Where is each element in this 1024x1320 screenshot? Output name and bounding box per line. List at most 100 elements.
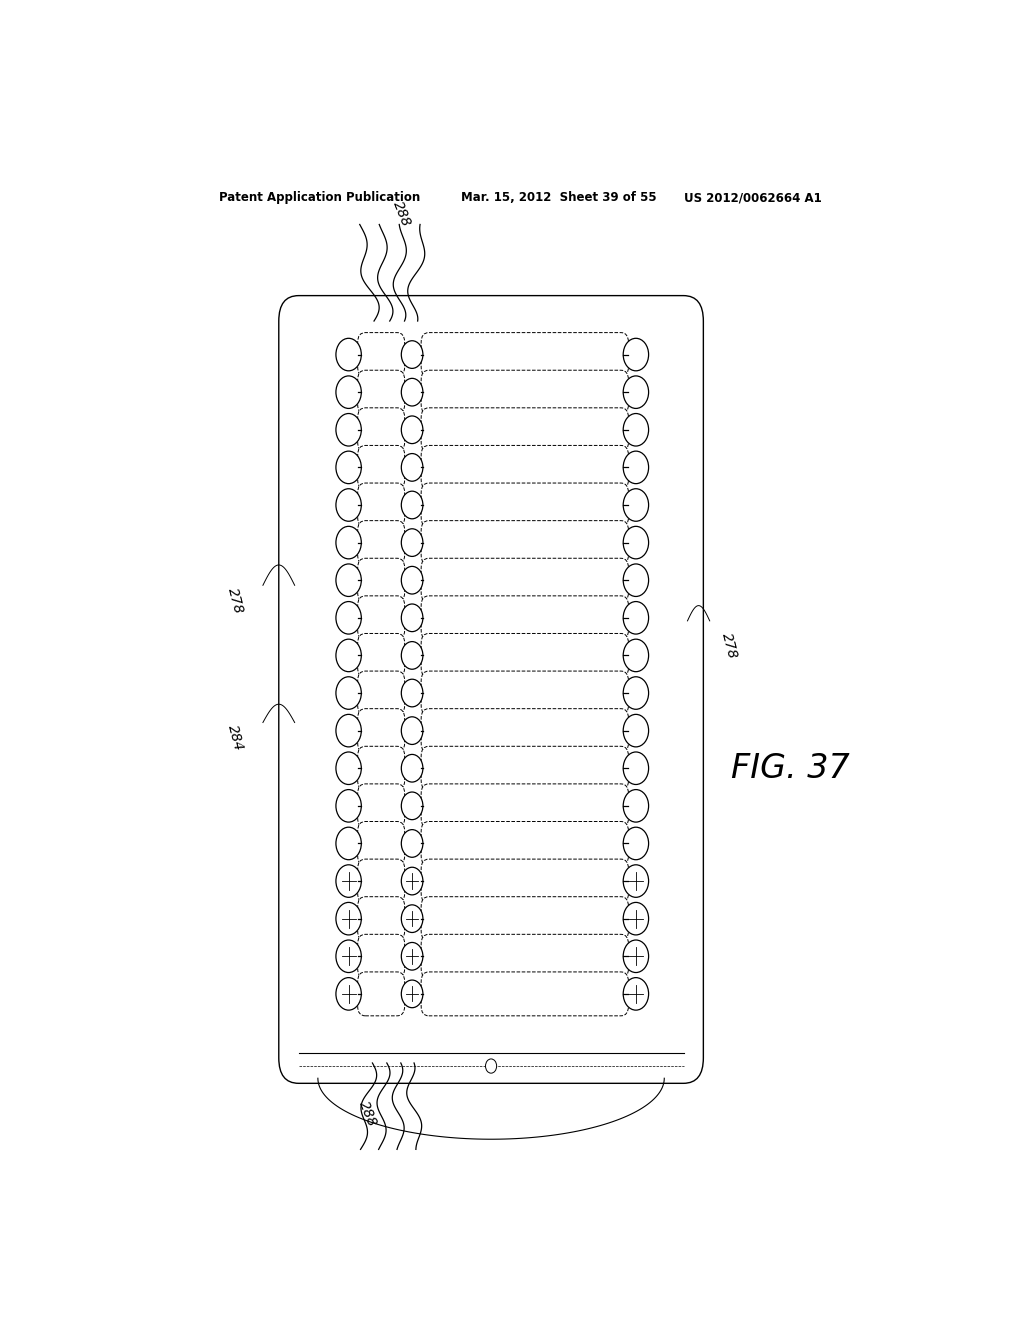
Circle shape [624, 828, 648, 859]
Circle shape [624, 413, 648, 446]
FancyBboxPatch shape [421, 408, 629, 451]
FancyBboxPatch shape [421, 445, 629, 490]
Circle shape [401, 379, 423, 407]
Text: 278: 278 [719, 631, 739, 661]
Circle shape [624, 376, 648, 408]
Circle shape [401, 605, 423, 632]
Text: 288: 288 [356, 1098, 379, 1129]
Circle shape [336, 488, 361, 521]
FancyBboxPatch shape [357, 408, 404, 451]
Circle shape [624, 639, 648, 672]
FancyBboxPatch shape [357, 784, 404, 828]
Circle shape [624, 564, 648, 597]
FancyBboxPatch shape [357, 445, 404, 490]
Circle shape [336, 865, 361, 898]
Circle shape [336, 527, 361, 558]
Circle shape [401, 942, 423, 970]
Circle shape [336, 338, 361, 371]
Circle shape [401, 642, 423, 669]
Circle shape [401, 680, 423, 706]
FancyBboxPatch shape [357, 746, 404, 791]
Circle shape [624, 527, 648, 558]
FancyBboxPatch shape [421, 972, 629, 1016]
Text: Patent Application Publication: Patent Application Publication [219, 191, 421, 205]
Circle shape [401, 529, 423, 557]
Circle shape [401, 454, 423, 482]
FancyBboxPatch shape [421, 558, 629, 602]
Circle shape [336, 978, 361, 1010]
FancyBboxPatch shape [421, 671, 629, 715]
Circle shape [624, 602, 648, 634]
Text: 278: 278 [225, 586, 246, 615]
FancyBboxPatch shape [357, 595, 404, 640]
FancyBboxPatch shape [357, 333, 404, 376]
FancyBboxPatch shape [357, 859, 404, 903]
Circle shape [401, 717, 423, 744]
Circle shape [485, 1059, 497, 1073]
Circle shape [336, 940, 361, 973]
Circle shape [336, 903, 361, 935]
FancyBboxPatch shape [357, 896, 404, 941]
FancyBboxPatch shape [421, 333, 629, 376]
Circle shape [401, 792, 423, 820]
Circle shape [624, 978, 648, 1010]
Circle shape [336, 413, 361, 446]
Text: US 2012/0062664 A1: US 2012/0062664 A1 [684, 191, 821, 205]
Circle shape [336, 677, 361, 709]
FancyBboxPatch shape [421, 709, 629, 752]
Circle shape [401, 830, 423, 857]
FancyBboxPatch shape [279, 296, 703, 1084]
FancyBboxPatch shape [421, 859, 629, 903]
FancyBboxPatch shape [421, 935, 629, 978]
Circle shape [336, 714, 361, 747]
FancyBboxPatch shape [421, 520, 629, 565]
Circle shape [336, 602, 361, 634]
Circle shape [401, 979, 423, 1007]
Circle shape [401, 566, 423, 594]
Circle shape [336, 564, 361, 597]
FancyBboxPatch shape [357, 709, 404, 752]
FancyBboxPatch shape [421, 746, 629, 791]
Circle shape [624, 714, 648, 747]
Circle shape [401, 904, 423, 932]
Circle shape [624, 752, 648, 784]
FancyBboxPatch shape [357, 483, 404, 527]
Circle shape [624, 940, 648, 973]
Circle shape [336, 828, 361, 859]
FancyBboxPatch shape [357, 634, 404, 677]
Circle shape [336, 451, 361, 483]
Circle shape [401, 755, 423, 781]
FancyBboxPatch shape [421, 821, 629, 866]
Circle shape [336, 639, 361, 672]
Circle shape [624, 677, 648, 709]
Circle shape [336, 752, 361, 784]
Circle shape [336, 789, 361, 822]
Text: FIG. 37: FIG. 37 [731, 752, 850, 784]
FancyBboxPatch shape [357, 520, 404, 565]
Circle shape [624, 338, 648, 371]
Circle shape [624, 451, 648, 483]
Circle shape [624, 488, 648, 521]
FancyBboxPatch shape [421, 370, 629, 414]
Circle shape [624, 789, 648, 822]
Circle shape [401, 416, 423, 444]
Text: 288: 288 [390, 199, 414, 230]
FancyBboxPatch shape [421, 595, 629, 640]
FancyBboxPatch shape [421, 784, 629, 828]
Circle shape [336, 376, 361, 408]
Circle shape [624, 865, 648, 898]
FancyBboxPatch shape [357, 671, 404, 715]
Text: Mar. 15, 2012  Sheet 39 of 55: Mar. 15, 2012 Sheet 39 of 55 [461, 191, 657, 205]
FancyBboxPatch shape [357, 370, 404, 414]
Circle shape [624, 903, 648, 935]
FancyBboxPatch shape [357, 972, 404, 1016]
FancyBboxPatch shape [357, 935, 404, 978]
FancyBboxPatch shape [421, 483, 629, 527]
FancyBboxPatch shape [421, 634, 629, 677]
FancyBboxPatch shape [421, 896, 629, 941]
Circle shape [401, 491, 423, 519]
FancyBboxPatch shape [357, 558, 404, 602]
Circle shape [401, 867, 423, 895]
Text: 284: 284 [225, 723, 246, 752]
FancyBboxPatch shape [357, 821, 404, 866]
